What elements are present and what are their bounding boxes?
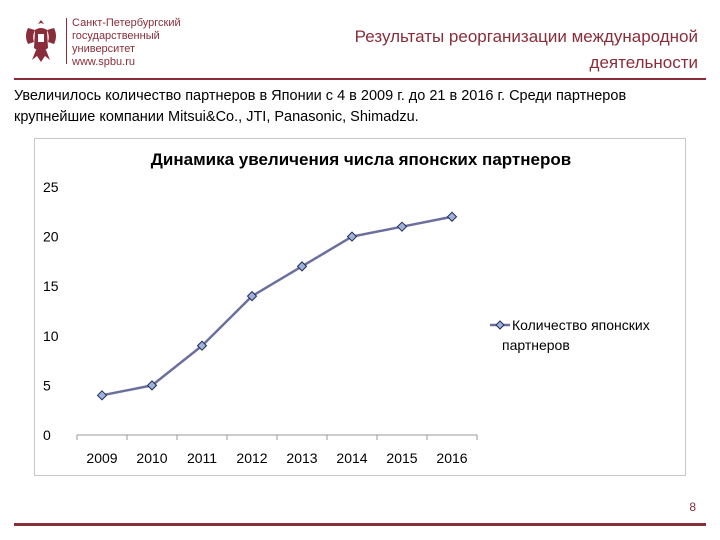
y-tick-label: 15 <box>43 278 59 294</box>
y-tick-label: 10 <box>43 328 59 344</box>
legend-marker <box>495 320 505 330</box>
header-divider <box>14 78 706 80</box>
x-tick-label: 2012 <box>236 450 267 466</box>
logo-line-1: Санкт-Петербургский <box>72 17 181 29</box>
footer-divider <box>14 523 706 526</box>
series-group <box>96 211 458 401</box>
y-tick-label: 0 <box>43 427 51 443</box>
data-point-marker <box>346 231 358 242</box>
logo-separator <box>66 18 67 64</box>
logo-line-4: www.spbu.ru <box>72 56 135 68</box>
x-tick-label: 2013 <box>286 450 317 466</box>
legend-label: Количество японских партнеров <box>502 317 650 353</box>
intro-paragraph: Увеличилось количество партнеров в Япони… <box>14 88 627 125</box>
page-number: 8 <box>689 500 696 514</box>
university-logo: Санкт-Петербургский государственный унив… <box>20 14 190 70</box>
data-point-marker <box>396 221 408 232</box>
chart-legend: Количество японских партнеров <box>490 317 650 353</box>
x-tick-label: 2010 <box>136 450 167 466</box>
slide-title: Результаты реорганизации международной д… <box>354 27 698 72</box>
line-chart: Динамика увеличения числа японских партн… <box>43 150 650 466</box>
logo-text: Санкт-Петербургский государственный унив… <box>72 17 181 69</box>
y-tick-label: 5 <box>43 377 51 393</box>
x-tick-label: 2014 <box>336 450 367 466</box>
data-point-marker <box>146 380 158 391</box>
x-tick-label: 2015 <box>386 450 417 466</box>
data-point-marker <box>96 390 108 401</box>
data-point-marker <box>296 261 308 272</box>
x-tick-label: 2016 <box>436 450 467 466</box>
logo-line-3: университет <box>72 43 136 55</box>
x-tick-label: 2009 <box>86 450 117 466</box>
chart-container: Динамика увеличения числа японских партн… <box>34 138 686 476</box>
chart-title: Динамика увеличения числа японских партн… <box>151 150 571 169</box>
data-point-marker <box>446 211 458 222</box>
data-point-marker <box>196 340 208 351</box>
y-tick-label: 20 <box>43 229 59 245</box>
data-point-marker <box>246 290 258 302</box>
y-axis: 0 5 10 15 20 25 <box>43 179 59 443</box>
logo-line-2: государственный <box>72 30 160 42</box>
x-axis: 2009 2010 2011 2012 2013 2014 2015 2016 <box>76 434 478 466</box>
double-eagle-emblem-icon <box>26 20 56 62</box>
x-tick-label: 2011 <box>187 450 217 466</box>
y-tick-label: 25 <box>43 179 59 195</box>
series-line <box>101 215 453 397</box>
